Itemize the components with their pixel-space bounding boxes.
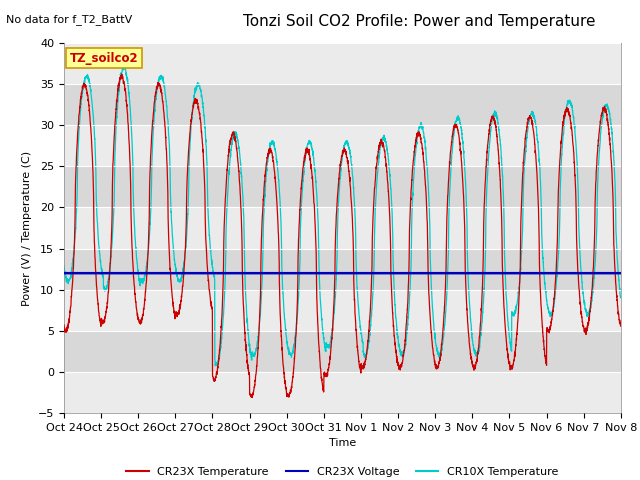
Legend: CR23X Temperature, CR23X Voltage, CR10X Temperature: CR23X Temperature, CR23X Voltage, CR10X …: [122, 462, 563, 480]
Text: Tonzi Soil CO2 Profile: Power and Temperature: Tonzi Soil CO2 Profile: Power and Temper…: [243, 14, 596, 29]
X-axis label: Time: Time: [329, 438, 356, 448]
Text: No data for f_T2_BattV: No data for f_T2_BattV: [6, 14, 132, 25]
Bar: [64, 125, 621, 167]
Bar: [64, 372, 621, 413]
Y-axis label: Power (V) / Temperature (C): Power (V) / Temperature (C): [22, 150, 33, 306]
Bar: [64, 289, 621, 331]
Text: TZ_soilco2: TZ_soilco2: [70, 52, 138, 65]
Bar: [64, 43, 621, 84]
Bar: [64, 207, 621, 249]
